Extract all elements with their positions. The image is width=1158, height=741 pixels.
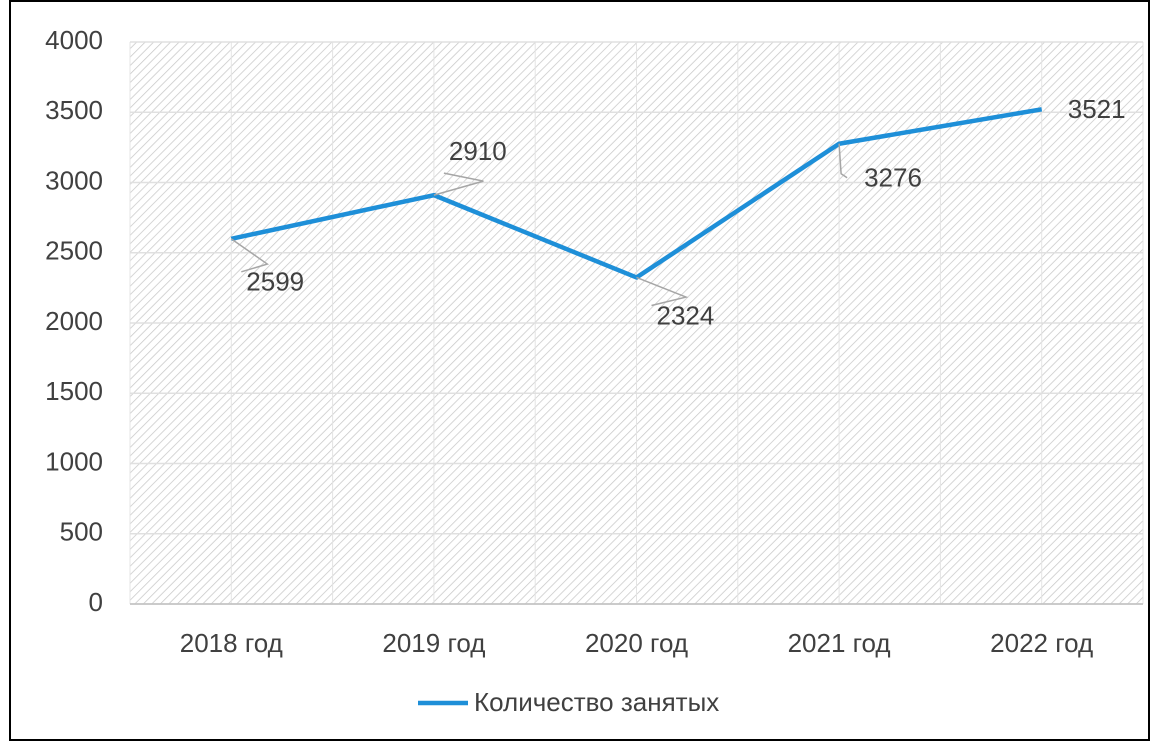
x-tick-label: 2021 год xyxy=(788,628,891,658)
leader-line xyxy=(636,276,689,307)
y-tick-label: 4000 xyxy=(45,25,103,55)
y-tick-label: 1000 xyxy=(45,446,103,476)
data-label: 3276 xyxy=(864,163,922,193)
y-tick-label: 0 xyxy=(89,587,103,617)
y-tick-label: 3500 xyxy=(45,95,103,125)
y-tick-label: 1500 xyxy=(45,376,103,406)
x-tick-label: 2018 год xyxy=(180,628,283,658)
data-label: 2324 xyxy=(657,300,715,330)
leader-line xyxy=(433,172,484,196)
data-label: 3521 xyxy=(1068,94,1126,124)
data-label: 2599 xyxy=(246,267,304,297)
y-tick-label: 500 xyxy=(60,517,103,547)
x-tick-label: 2020 год xyxy=(585,628,688,658)
legend-label: Количество занятых xyxy=(474,687,719,717)
leader-line xyxy=(838,143,848,179)
x-tick-label: 2022 год xyxy=(990,628,1093,658)
y-tick-label: 2000 xyxy=(45,306,103,336)
data-label: 2910 xyxy=(449,136,507,166)
leader-line xyxy=(230,238,269,273)
x-tick-label: 2019 год xyxy=(382,628,485,658)
y-tick-label: 2500 xyxy=(45,236,103,266)
y-tick-label: 3000 xyxy=(45,165,103,195)
